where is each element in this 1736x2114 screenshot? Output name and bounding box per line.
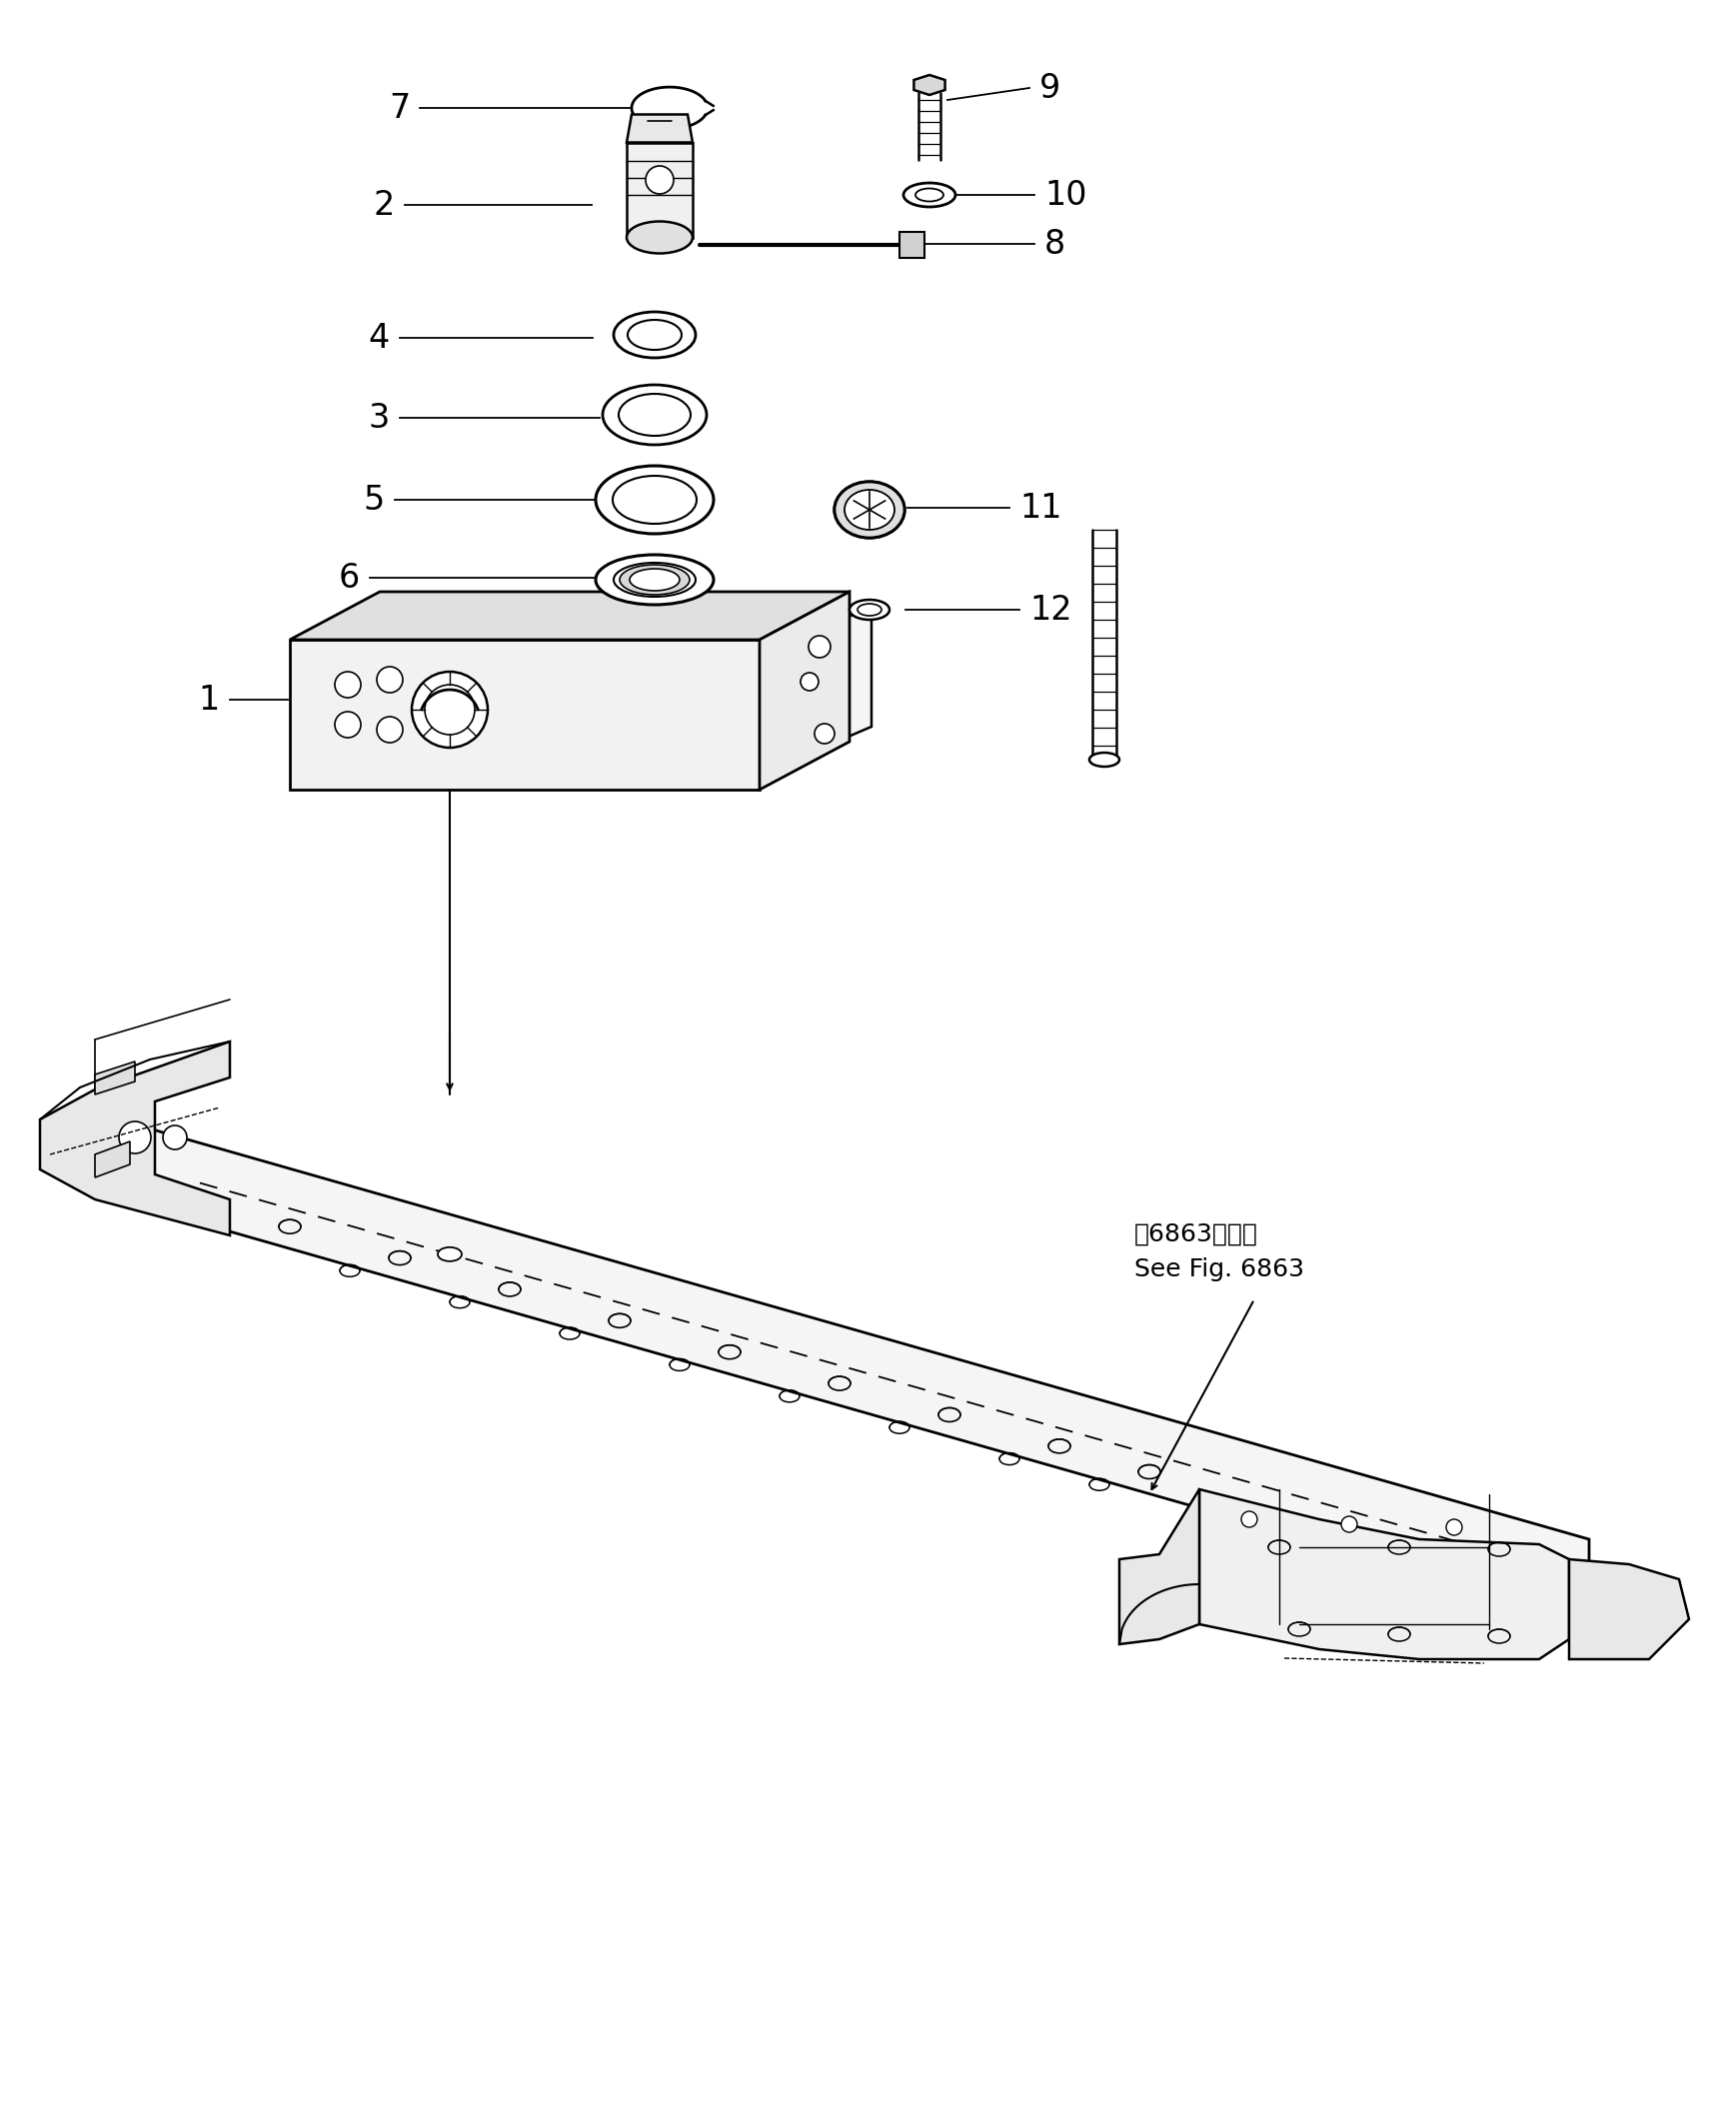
- Ellipse shape: [437, 1247, 462, 1262]
- Ellipse shape: [613, 562, 696, 596]
- Polygon shape: [290, 641, 760, 791]
- Circle shape: [335, 672, 361, 698]
- Ellipse shape: [595, 554, 713, 605]
- Circle shape: [1342, 1516, 1358, 1533]
- Ellipse shape: [630, 569, 679, 590]
- Circle shape: [377, 717, 403, 742]
- Ellipse shape: [627, 222, 693, 254]
- Text: 1: 1: [198, 683, 220, 717]
- Circle shape: [411, 672, 488, 748]
- Ellipse shape: [620, 564, 689, 594]
- Circle shape: [814, 723, 835, 744]
- Circle shape: [809, 636, 830, 657]
- Circle shape: [377, 666, 403, 693]
- Ellipse shape: [613, 476, 696, 524]
- Polygon shape: [40, 1042, 229, 1235]
- Text: 8: 8: [1045, 228, 1066, 260]
- Polygon shape: [1120, 1488, 1200, 1645]
- Ellipse shape: [849, 600, 889, 619]
- Polygon shape: [101, 1114, 1588, 1619]
- Polygon shape: [95, 1142, 130, 1177]
- Ellipse shape: [835, 482, 904, 537]
- Text: 5: 5: [363, 484, 385, 516]
- Circle shape: [1446, 1520, 1462, 1535]
- Text: 4: 4: [368, 321, 391, 355]
- Text: See Fig. 6863: See Fig. 6863: [1134, 1258, 1304, 1281]
- Ellipse shape: [618, 393, 691, 435]
- Circle shape: [163, 1125, 187, 1150]
- Circle shape: [425, 685, 474, 736]
- Ellipse shape: [613, 313, 696, 357]
- Text: 7: 7: [389, 91, 410, 125]
- Polygon shape: [1200, 1488, 1569, 1659]
- Polygon shape: [913, 74, 944, 95]
- Circle shape: [646, 165, 674, 194]
- Circle shape: [1241, 1512, 1257, 1526]
- Ellipse shape: [858, 605, 882, 615]
- Polygon shape: [627, 114, 693, 142]
- Circle shape: [335, 712, 361, 738]
- Polygon shape: [95, 1061, 135, 1095]
- Polygon shape: [760, 592, 849, 791]
- Ellipse shape: [628, 319, 682, 349]
- Polygon shape: [899, 233, 925, 258]
- Polygon shape: [290, 592, 849, 641]
- Ellipse shape: [1090, 753, 1120, 767]
- Ellipse shape: [602, 385, 707, 444]
- Text: 2: 2: [373, 188, 394, 222]
- Text: 11: 11: [1019, 490, 1062, 524]
- Text: 3: 3: [368, 402, 391, 433]
- Text: 12: 12: [1029, 594, 1073, 626]
- Polygon shape: [760, 607, 871, 774]
- Ellipse shape: [844, 490, 894, 531]
- Text: 10: 10: [1045, 178, 1087, 211]
- Ellipse shape: [915, 188, 943, 201]
- Ellipse shape: [903, 184, 955, 207]
- Text: 6: 6: [339, 560, 359, 594]
- Text: 9: 9: [1040, 72, 1061, 104]
- Text: 第6863図参照: 第6863図参照: [1134, 1222, 1259, 1247]
- Circle shape: [120, 1120, 151, 1154]
- Polygon shape: [627, 142, 693, 237]
- Ellipse shape: [595, 465, 713, 533]
- Circle shape: [800, 672, 819, 691]
- Polygon shape: [1569, 1560, 1689, 1659]
